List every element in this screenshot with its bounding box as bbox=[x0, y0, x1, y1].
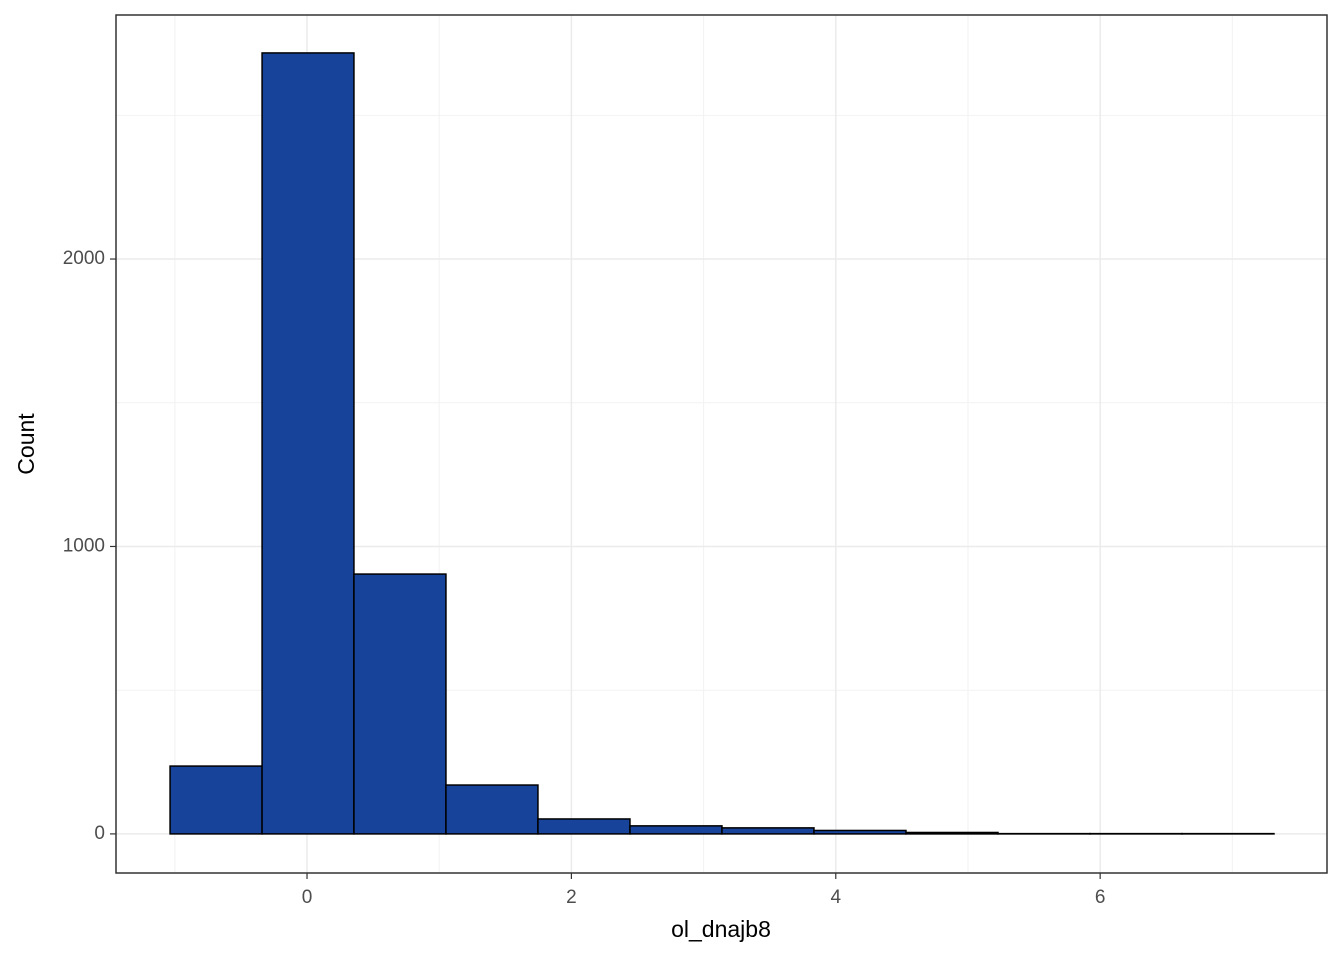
x-tick-label: 6 bbox=[1095, 887, 1106, 908]
bar bbox=[169, 765, 263, 835]
y-tick-label: 2000 bbox=[63, 248, 105, 269]
x-axis-title: ol_dnajb8 bbox=[671, 916, 771, 942]
y-axis-title: Count bbox=[13, 413, 39, 475]
x-tick-label: 0 bbox=[302, 887, 313, 908]
bar bbox=[905, 831, 999, 835]
x-tick-label: 4 bbox=[830, 887, 841, 908]
bar bbox=[721, 827, 815, 835]
x-tick-label: 2 bbox=[566, 887, 577, 908]
bar bbox=[445, 784, 539, 835]
bar bbox=[261, 52, 355, 835]
bar bbox=[537, 818, 631, 835]
bar bbox=[813, 829, 907, 835]
y-tick-label: 0 bbox=[94, 823, 105, 844]
y-tick-label: 1000 bbox=[63, 535, 105, 556]
plot-border bbox=[115, 14, 1328, 874]
bar bbox=[629, 825, 723, 835]
bar bbox=[353, 573, 447, 835]
